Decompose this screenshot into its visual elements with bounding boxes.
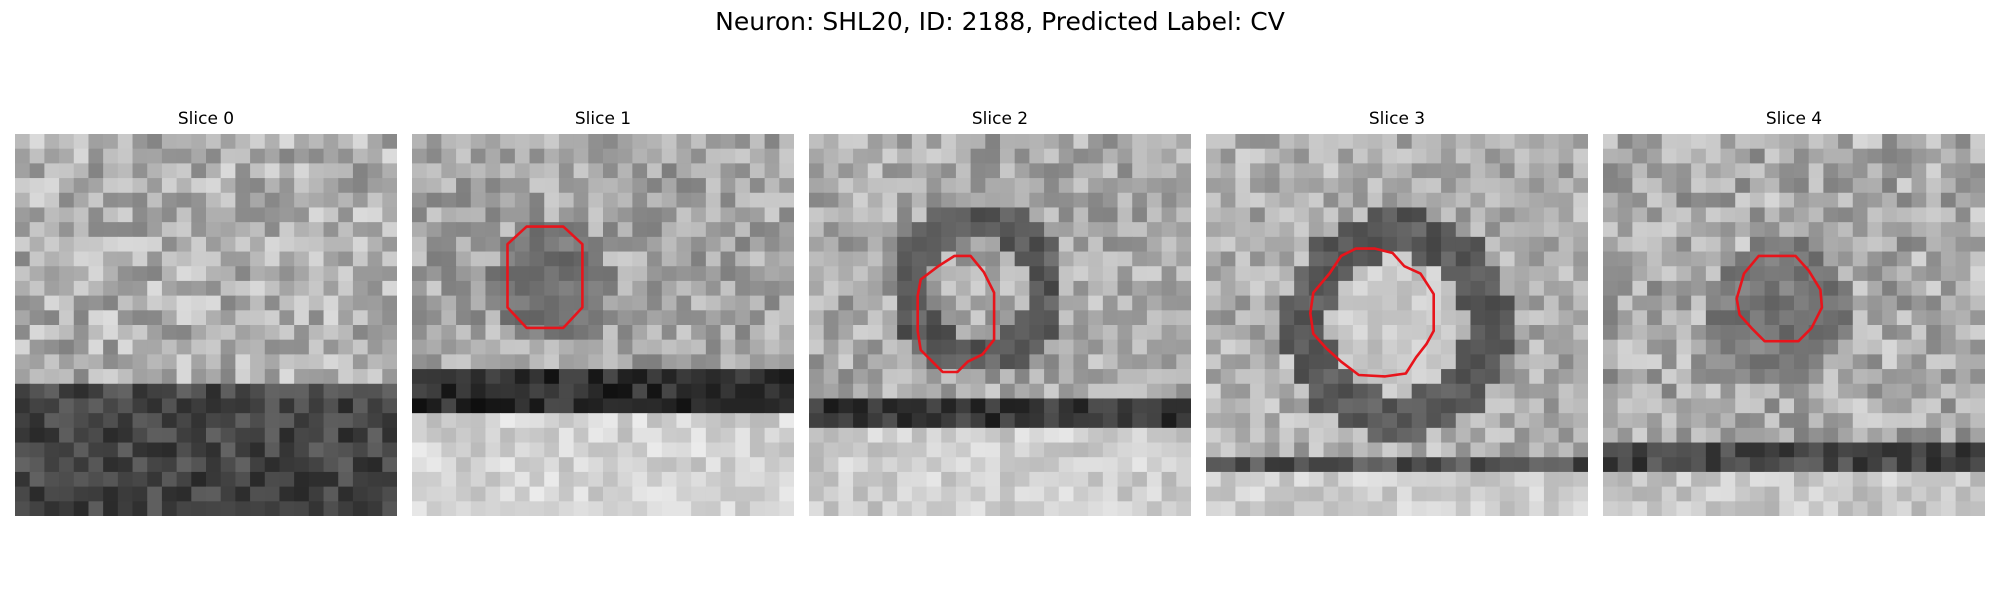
segmentation-contour: [506, 225, 584, 330]
slice-title: Slice 1: [574, 109, 632, 129]
slice-image: [1603, 134, 1985, 516]
slice-image: [1206, 134, 1588, 516]
segmentation-contour: [916, 254, 996, 374]
slice-image: [412, 134, 794, 516]
slice-title: Slice 2: [971, 109, 1029, 129]
slice-title: Slice 4: [1765, 109, 1823, 129]
slice-title: Slice 3: [1368, 109, 1426, 129]
segmentation-contour: [1309, 247, 1435, 378]
slice-image: [809, 134, 1191, 516]
slice-image: [15, 134, 397, 516]
segmentation-contour: [1735, 254, 1824, 343]
slice-title: Slice 0: [177, 109, 235, 129]
figure-title: Neuron: SHL20, ID: 2188, Predicted Label…: [715, 7, 1285, 36]
